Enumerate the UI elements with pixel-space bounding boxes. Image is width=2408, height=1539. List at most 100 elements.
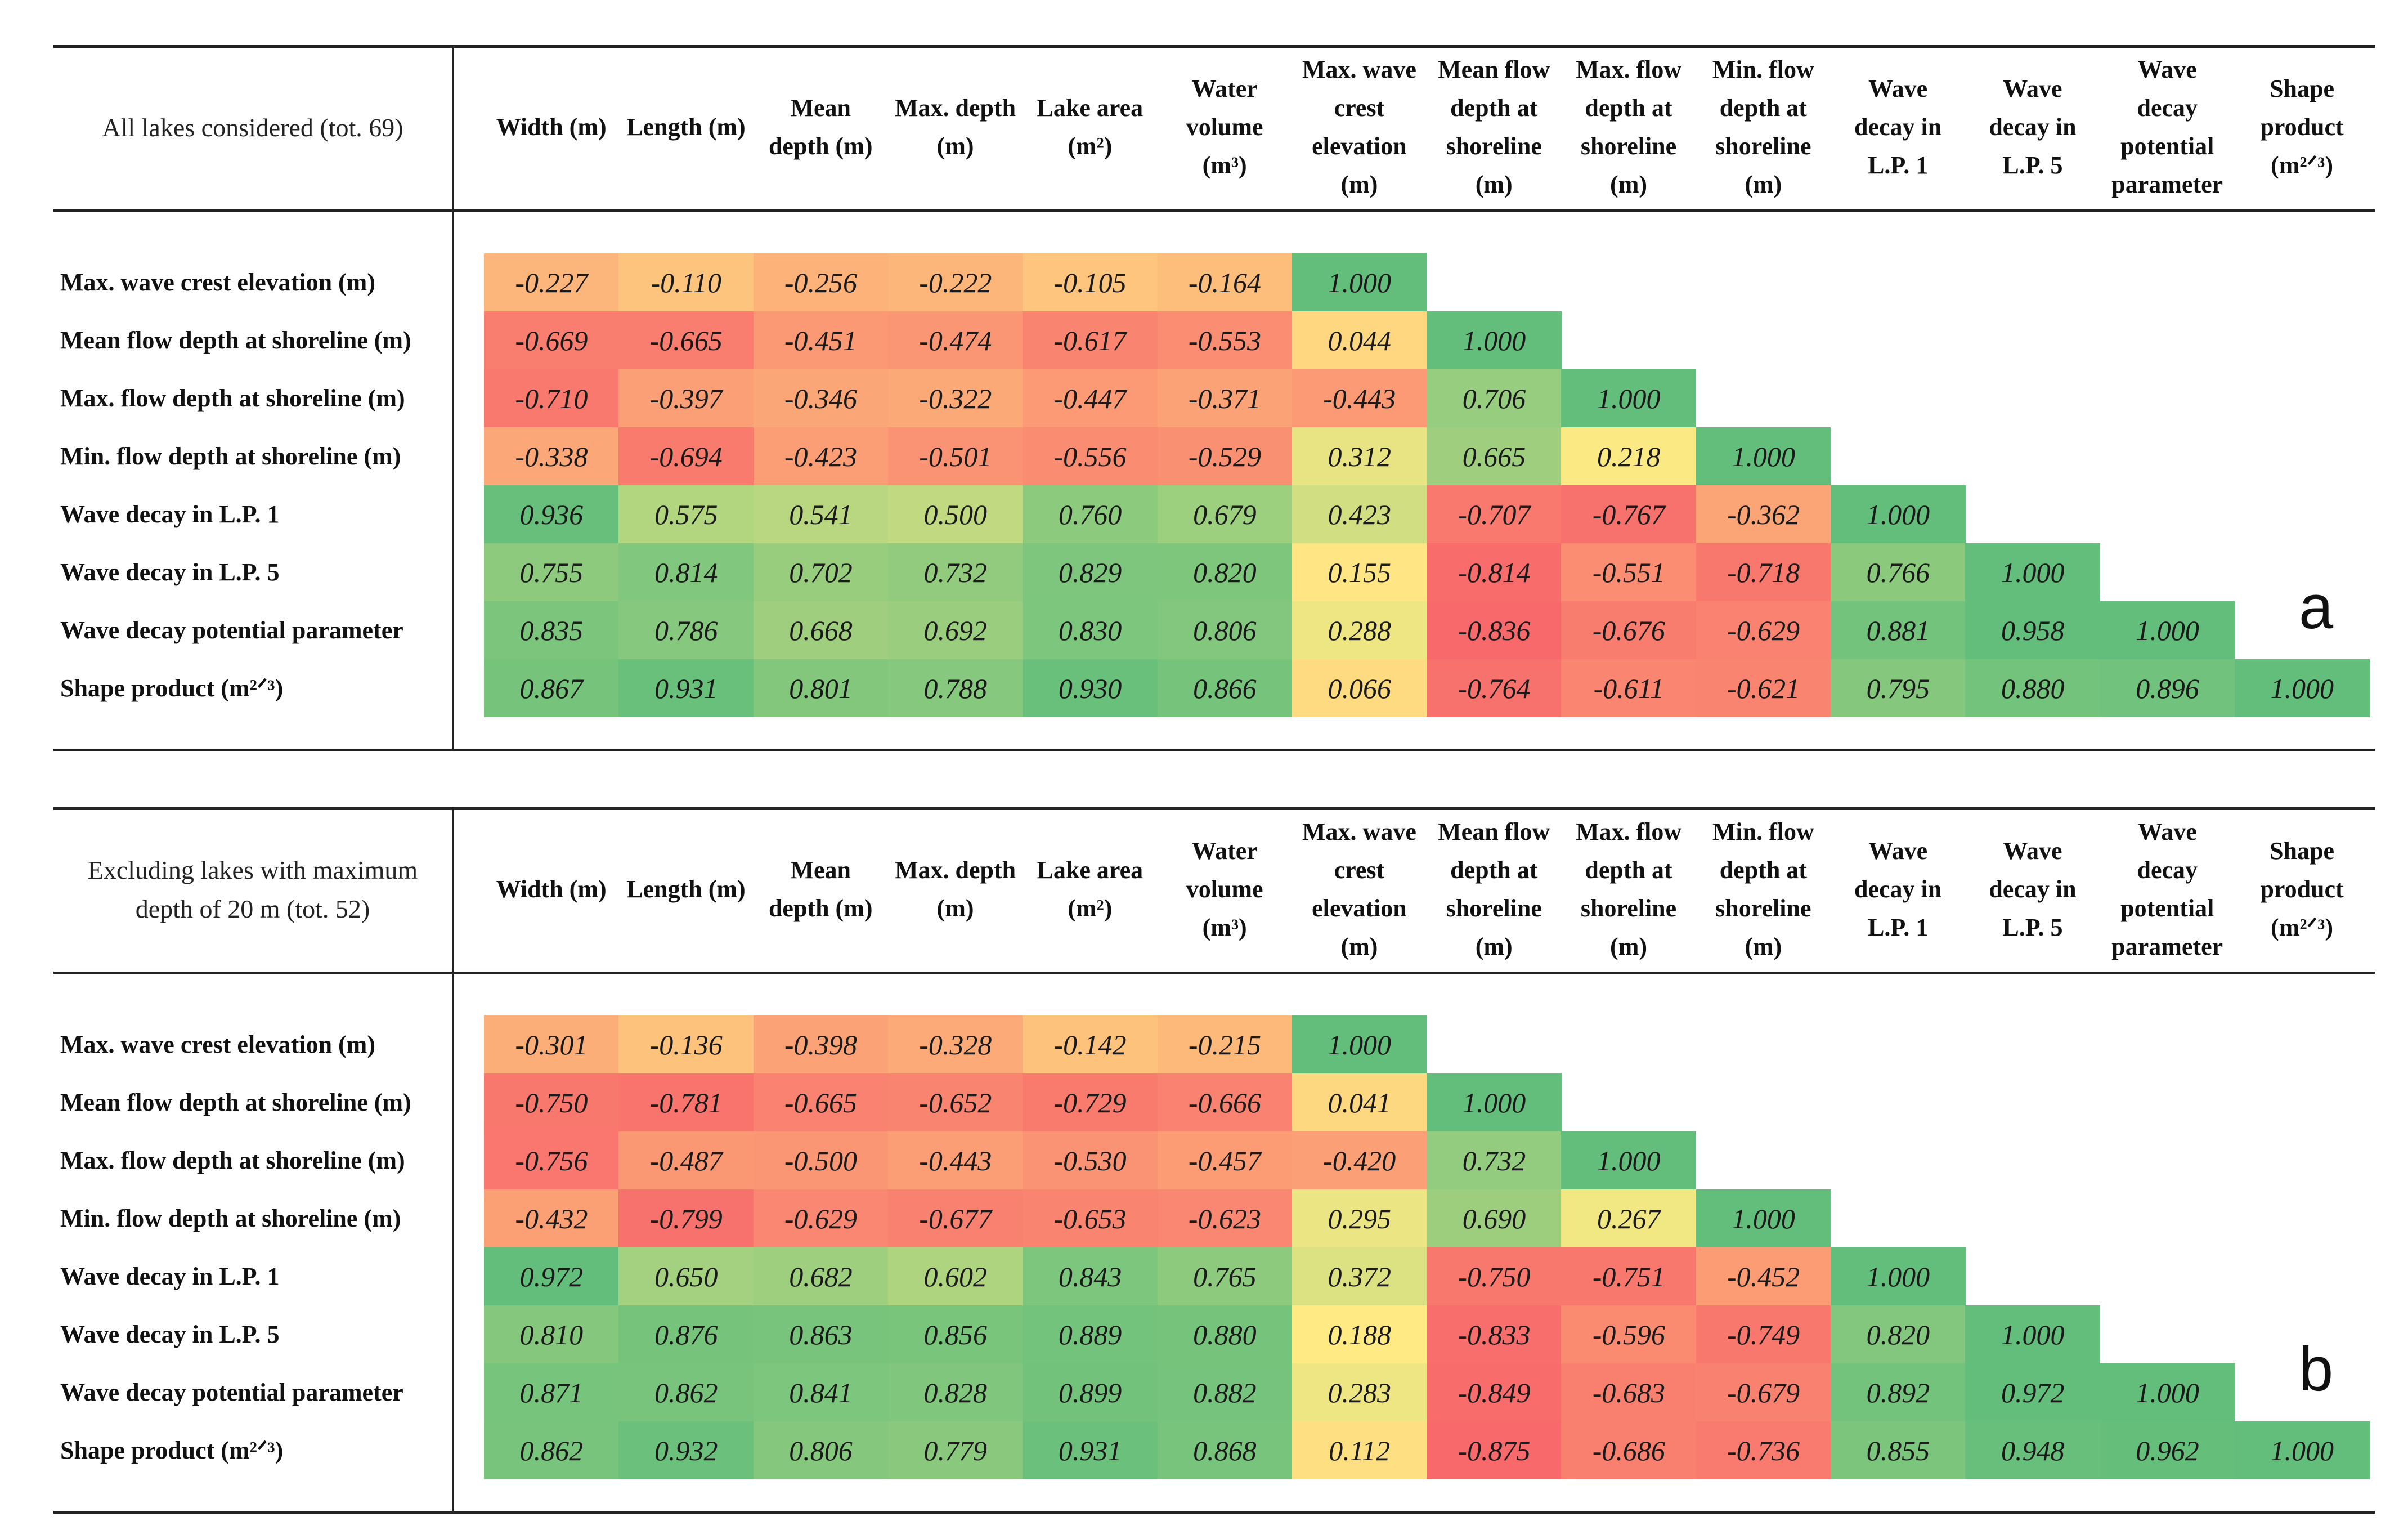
correlation-cell: 0.931 [1023,1421,1158,1479]
correlation-cell: -0.623 [1157,1189,1293,1247]
correlation-cell: -0.751 [1561,1247,1697,1305]
correlation-cell: 0.806 [753,1421,889,1479]
correlation-cell: -0.371 [1157,369,1293,427]
correlation-cell: 0.267 [1561,1189,1697,1247]
column-header: Max. depth (m) [894,93,1016,160]
correlation-cell: -0.222 [887,253,1023,311]
correlation-cell: 0.541 [753,485,889,543]
panel-letter: b [2299,1335,2334,1404]
correlation-cell: 0.880 [1157,1305,1293,1363]
correlation-cell: 0.372 [1292,1247,1427,1305]
correlation-cell: -0.666 [1157,1073,1293,1131]
correlation-cell: -0.301 [484,1015,619,1073]
correlation-cell: 1.000 [1561,1131,1697,1189]
column-header: Width (m) [496,875,607,903]
correlation-cell: -0.596 [1561,1305,1697,1363]
correlation-cell: -0.629 [753,1189,889,1247]
correlation-cell: 0.972 [1965,1363,2101,1421]
correlation-cell: 0.679 [1157,485,1293,543]
correlation-cell: 0.806 [1157,601,1293,659]
correlation-cell: -0.398 [753,1015,889,1073]
top-rule [53,45,2375,48]
correlation-cell: -0.501 [887,427,1023,485]
correlation-cell: -0.736 [1696,1421,1831,1479]
correlation-cell: 0.889 [1023,1305,1158,1363]
column-header: Width (m) [496,113,607,141]
correlation-cell: 0.862 [484,1421,619,1479]
correlation-cell: -0.328 [887,1015,1023,1073]
correlation-cell: -0.833 [1427,1305,1562,1363]
correlation-cell: 0.218 [1561,427,1697,485]
correlation-cell: 0.828 [887,1363,1023,1421]
correlation-cell: 0.930 [1023,659,1158,717]
correlation-cell: -0.621 [1696,659,1831,717]
correlation-cell: 0.892 [1831,1363,1966,1421]
correlation-cell: 0.668 [753,601,889,659]
correlation-cell: -0.443 [887,1131,1023,1189]
correlation-cell: 0.788 [887,659,1023,717]
row-label: Max. wave crest elevation (m) [60,269,375,296]
correlation-cell: 0.880 [1965,659,2101,717]
correlation-cell: 0.755 [484,543,619,601]
correlation-cell: -0.629 [1696,601,1831,659]
correlation-cell: 1.000 [1965,543,2101,601]
correlation-cell: 0.843 [1023,1247,1158,1305]
correlation-cell: -0.487 [618,1131,754,1189]
column-header: Min. flow depth at shoreline (m) [1712,817,1814,961]
correlation-cell: -0.530 [1023,1131,1158,1189]
column-header: Water volume (m³) [1186,74,1263,180]
correlation-cell: -0.677 [887,1189,1023,1247]
correlation-cell: 1.000 [1292,253,1427,311]
correlation-cell: -0.110 [618,253,754,311]
correlation-cell: 0.665 [1427,427,1562,485]
correlation-cell: 0.867 [484,659,619,717]
correlation-cell: 1.000 [2100,601,2235,659]
row-label: Min. flow depth at shoreline (m) [60,442,401,470]
correlation-cell: -0.500 [753,1131,889,1189]
correlation-cell: 0.932 [618,1421,754,1479]
correlation-cell: 0.855 [1831,1421,1966,1479]
correlation-cell: -0.457 [1157,1131,1293,1189]
correlation-cell: 0.112 [1292,1421,1427,1479]
correlation-cell: 1.000 [1696,427,1831,485]
column-header: Mean depth (m) [768,93,873,160]
correlation-cell: 0.841 [753,1363,889,1421]
correlation-cell: -0.683 [1561,1363,1697,1421]
row-label: Shape product (m²ᐟ³) [60,674,284,702]
correlation-cell: -0.729 [1023,1073,1158,1131]
row-label: Wave decay potential parameter [60,616,403,644]
correlation-cell: 0.575 [618,485,754,543]
correlation-cell: 0.820 [1831,1305,1966,1363]
column-header: Wave decay in L.P. 1 [1854,836,1942,942]
correlation-cell: 0.936 [484,485,619,543]
bottom-rule [53,1511,2375,1514]
correlation-cell: 0.188 [1292,1305,1427,1363]
correlation-cell: 0.041 [1292,1073,1427,1131]
correlation-cell: 1.000 [1965,1305,2101,1363]
column-header: Length (m) [626,875,746,903]
column-header: Lake area (m²) [1037,93,1144,160]
correlation-cell: 0.820 [1157,543,1293,601]
correlation-cell: 0.801 [753,659,889,717]
row-label: Max. wave crest elevation (m) [60,1031,375,1058]
correlation-cell: 1.000 [2234,659,2370,717]
correlation-cell: -0.142 [1023,1015,1158,1073]
correlation-cell: -0.346 [753,369,889,427]
row-label: Max. flow depth at shoreline (m) [60,384,405,412]
correlation-cell: -0.443 [1292,369,1427,427]
label-divider [452,46,454,750]
column-header: Mean flow depth at shoreline (m) [1438,55,1550,199]
correlation-cell: 0.972 [484,1247,619,1305]
column-header: Min. flow depth at shoreline (m) [1712,55,1814,199]
column-header: Mean flow depth at shoreline (m) [1438,817,1550,961]
correlation-cell: 0.866 [1157,659,1293,717]
correlation-cell: 0.692 [887,601,1023,659]
correlation-cell: -0.750 [1427,1247,1562,1305]
row-label: Mean flow depth at shoreline (m) [60,326,411,354]
column-header: Wave decay potential parameter [2111,55,2223,199]
panel-caption: All lakes considered (tot. 69) [102,113,403,142]
correlation-cell: 0.423 [1292,485,1427,543]
correlation-cell: -0.423 [753,427,889,485]
correlation-cell: -0.136 [618,1015,754,1073]
correlation-cell: -0.799 [618,1189,754,1247]
